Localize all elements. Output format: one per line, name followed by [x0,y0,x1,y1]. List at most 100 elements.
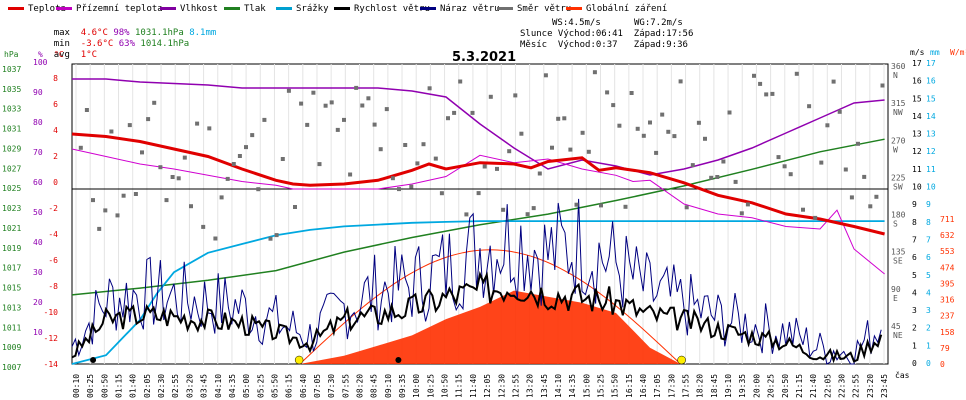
humidity-tick: 40 [33,238,43,247]
x-tick-label: 00:25 [86,374,95,398]
wind-dir-point [305,122,310,127]
pressure-tick: 1031 [2,125,21,134]
stat-avg-temp: 1°C [80,50,98,60]
wind-dir-point [317,162,322,167]
humidity-tick: 100 [33,58,48,67]
wind-dir-point [513,93,518,98]
x-tick-label: 08:45 [370,374,379,398]
humidity-tick: 90 [33,88,43,97]
dir-label: S [893,220,898,229]
wind-dir-point [195,121,200,126]
wind-dir-point [274,233,279,238]
legend-item-2: Vlhkost [160,4,218,14]
x-tick-label: 01:40 [129,374,138,398]
wind-dir-point [84,108,89,112]
wind-dir-point [286,88,291,93]
x-tick-label: 13:20 [526,374,535,398]
info-sun-text: Slunce Východ:06:41 Západ:17:56 [520,29,694,39]
stat-min-hum: 63% [118,39,135,49]
wind-dir-point [207,126,212,131]
wind-dir-point [262,117,267,122]
dir-tick: 225 [891,173,906,182]
wind-dir-point [525,212,530,217]
rain-tick: 6 [926,253,931,262]
wind-dir-point [635,126,640,131]
x-tick-label: 06:40 [299,374,308,398]
pressure-line [71,138,885,296]
wind-dir-point [868,204,873,209]
x-tick-label: 14:10 [554,374,563,398]
wind-dir-point [629,91,634,95]
wind-tick: 13 [912,130,922,139]
wind-dir-point [237,154,242,158]
humidity-line [72,78,885,176]
wind-dir-point [758,81,763,86]
pressure-tick: 1035 [2,85,21,94]
dir-tick: 180 [891,211,906,220]
wind-dir-point [782,164,787,169]
wind-dir-point [293,205,297,209]
dir-label: E [893,294,898,303]
wind-dir-point [311,90,316,95]
rain-tick: 17 [926,59,936,68]
wind-dir-point [366,96,371,101]
wind-dir-point [140,150,144,155]
wind-dir-point [495,166,499,171]
rain-tick: 4 [926,288,931,297]
legend-label: Vlhkost [180,4,218,14]
dir-label: NE [893,331,903,340]
rain-tick: 0 [926,359,931,368]
humidity-tick: 10 [33,328,43,337]
wind-dir-point [446,116,450,121]
wind-dir-point [225,176,230,181]
wind-dir-point [201,224,206,229]
rad-tick: 79 [940,344,950,353]
pressure-tick: 1021 [2,224,21,233]
wind-dir-point [176,176,181,181]
x-tick-label: 09:35 [398,374,407,398]
wind-dir-point [770,91,775,96]
x-tick-label: 10:50 [441,374,450,398]
pressure-tick: 1019 [2,244,21,253]
legend-label: Směr větru [517,4,572,14]
wind-dir-point [348,172,353,177]
unit-wm2: W/m² [950,48,966,57]
temp-tick: -14 [44,360,59,369]
wind-dir-point [507,149,512,154]
wind-dir-point [384,107,389,112]
legend-swatch [56,7,72,10]
wind-dir-point [146,117,151,122]
dir-label: SW [893,182,903,191]
rain-tick: 15 [926,94,936,103]
x-tick-label: 18:45 [710,374,719,398]
pressure-tick: 1033 [2,105,21,114]
x-tick-label: 17:05 [653,374,662,398]
rad-tick: 474 [940,263,955,272]
x-tick-label: 22:05 [823,374,832,398]
wind-dir-point [299,101,304,106]
x-tick-label: 12:55 [511,374,520,398]
wind-dir-point [354,85,359,90]
wind-dir-point [715,175,720,179]
wind-dir-point [813,215,818,220]
stat-max-hum: 98% [113,28,130,38]
temp-tick: -12 [44,334,59,343]
rain-tick: 8 [926,218,931,227]
stat-min-label: min [53,39,70,49]
dir-tick: 90 [891,285,901,294]
wind-dir-point [250,133,255,138]
wind-dir-point [182,155,187,160]
x-tick-label: 19:10 [724,374,733,398]
wind-dir-point [825,123,830,128]
pressure-tick: 1013 [2,303,21,312]
legend-swatch [420,7,436,10]
wind-dir-point [415,161,420,166]
rain-tick: 14 [926,112,936,121]
temp-tick: 0 [53,178,58,187]
wind-dir-point [831,79,836,84]
moonrise-marker [90,357,97,363]
pressure-tick: 1023 [2,204,21,213]
humidity-tick: 20 [33,298,43,307]
wind-dir-point [244,145,248,150]
stats-avg: avg 1°C [32,40,97,70]
